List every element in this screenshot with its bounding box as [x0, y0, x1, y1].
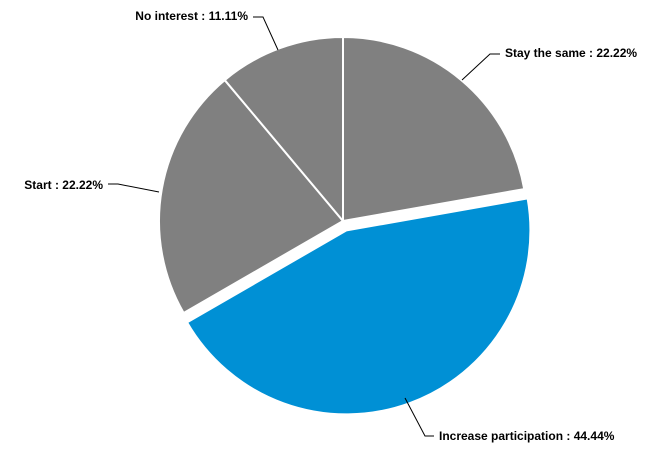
pie-slice-stay-the-same: [342, 36, 526, 222]
pie-slice-increase-participation: [186, 197, 532, 416]
leader-line: [253, 16, 279, 51]
leader-line: [404, 397, 434, 437]
leader-line: [108, 183, 160, 193]
data-label: Start : 22.22%: [24, 178, 103, 192]
labels-layer: Stay the same : 22.22% Increase participa…: [24, 9, 637, 443]
slices-layer: [158, 36, 532, 416]
data-label: Increase participation : 44.44%: [439, 429, 615, 443]
leader-lines-layer: [108, 16, 500, 437]
pie-slice-no-interest: [223, 36, 344, 222]
pie-slice-start: [158, 79, 344, 314]
leader-line: [461, 53, 500, 81]
data-label: No interest : 11.11%: [135, 9, 248, 23]
data-label: Stay the same : 22.22%: [505, 46, 637, 60]
